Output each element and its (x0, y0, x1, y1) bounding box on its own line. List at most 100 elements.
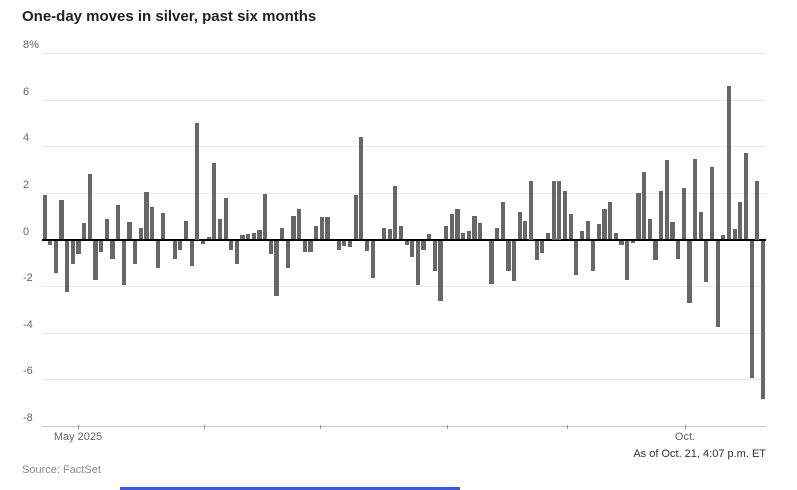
daily-move-bar (82, 223, 87, 240)
daily-move-bar (76, 240, 81, 255)
daily-move-bar (432, 240, 437, 271)
x-axis-tick (204, 425, 205, 429)
daily-move-bar (217, 218, 223, 240)
daily-move-bar (381, 227, 387, 240)
daily-move-bar (257, 230, 262, 240)
daily-move-bar (681, 188, 686, 240)
as-of-note: As of Oct. 21, 4:07 p.m. ET (633, 448, 766, 460)
y-axis-tick-label: -8 (23, 411, 33, 424)
daily-move-bar (545, 232, 551, 240)
y-axis-tick-label: -4 (23, 318, 33, 331)
daily-move-bar (110, 240, 115, 260)
daily-move-bar (87, 174, 92, 240)
daily-move-bar (557, 181, 562, 240)
daily-move-bar (268, 240, 273, 255)
daily-move-bar (528, 181, 534, 240)
daily-move-bar (347, 240, 353, 248)
daily-move-bar (149, 206, 155, 240)
daily-move-bar (325, 217, 330, 240)
daily-move-bar (393, 185, 398, 240)
daily-move-bar (636, 192, 641, 240)
daily-move-bar (200, 240, 206, 244)
daily-move-bar (48, 240, 53, 246)
daily-move-bar (410, 240, 415, 257)
daily-move-bar (608, 202, 613, 240)
daily-move-bar (743, 153, 749, 240)
daily-move-bar (240, 234, 245, 240)
daily-move-bar (308, 240, 313, 253)
daily-move-bar (534, 240, 539, 261)
daily-move-bar (127, 222, 132, 240)
daily-move-bar (404, 240, 409, 246)
daily-move-bar (676, 240, 681, 260)
daily-move-bar (613, 232, 618, 240)
source-note: Source: FactSet (22, 464, 101, 476)
daily-move-bar (229, 240, 234, 250)
daily-move-bar (721, 234, 726, 240)
daily-move-bar (263, 194, 268, 240)
daily-move-bar (387, 229, 392, 240)
gridline (42, 146, 766, 148)
daily-move-bar (59, 199, 64, 240)
x-axis-label: Oct. (674, 431, 696, 443)
daily-move-bar (738, 202, 743, 240)
daily-move-bar (342, 240, 347, 247)
chart-title: One-day moves in silver, past six months (22, 8, 317, 25)
daily-move-bar (692, 159, 698, 240)
daily-move-bar (53, 240, 58, 274)
x-axis-tick (567, 425, 568, 429)
daily-move-bar (495, 227, 500, 240)
daily-move-bar (500, 202, 505, 240)
daily-move-bar (726, 85, 732, 240)
daily-move-bar (353, 195, 358, 240)
daily-move-bar (161, 212, 166, 240)
y-axis-tick-label: -2 (23, 272, 33, 285)
daily-move-bar (630, 240, 635, 243)
daily-move-bar (138, 227, 143, 240)
daily-move-bar (223, 197, 228, 240)
daily-move-bar (319, 217, 324, 240)
daily-move-bar (370, 240, 375, 278)
zero-baseline (42, 238, 766, 241)
daily-move-bar (647, 218, 652, 240)
gridline (42, 286, 766, 288)
gridline (42, 192, 766, 194)
daily-move-bar (506, 240, 511, 271)
daily-move-bar (116, 204, 121, 240)
x-axis-tick (320, 425, 321, 429)
daily-move-bar (523, 220, 528, 240)
daily-move-bar (551, 181, 556, 240)
daily-move-bar (704, 240, 709, 283)
y-axis-tick-label: 2 (23, 178, 30, 191)
daily-move-bar (104, 218, 109, 240)
daily-move-bar (42, 195, 47, 240)
gridline (42, 379, 766, 381)
daily-move-bar (314, 225, 319, 240)
daily-move-bar (472, 216, 477, 240)
y-axis-tick-label: 8% (23, 39, 39, 52)
daily-move-bar (653, 240, 658, 261)
daily-move-bar (438, 240, 443, 302)
daily-move-bar (562, 190, 568, 240)
daily-move-bar (698, 211, 703, 240)
daily-move-bar (642, 171, 647, 240)
daily-move-bar (687, 240, 692, 304)
daily-move-bar (398, 225, 404, 240)
daily-move-bar (336, 240, 341, 250)
gridline (42, 99, 766, 101)
daily-move-bar (591, 240, 596, 271)
daily-move-bar (183, 220, 189, 240)
daily-move-bar (489, 240, 494, 284)
y-axis-tick-label: -6 (23, 365, 33, 378)
daily-move-bar (415, 240, 420, 285)
daily-move-bar (133, 240, 138, 264)
daily-move-bar (93, 240, 98, 281)
daily-move-bar (178, 240, 183, 250)
y-axis-tick-label: 0 (23, 225, 30, 238)
daily-move-bar (359, 136, 364, 240)
daily-move-bar (625, 240, 630, 281)
daily-move-bar (540, 240, 545, 254)
daily-move-bar (251, 232, 256, 240)
